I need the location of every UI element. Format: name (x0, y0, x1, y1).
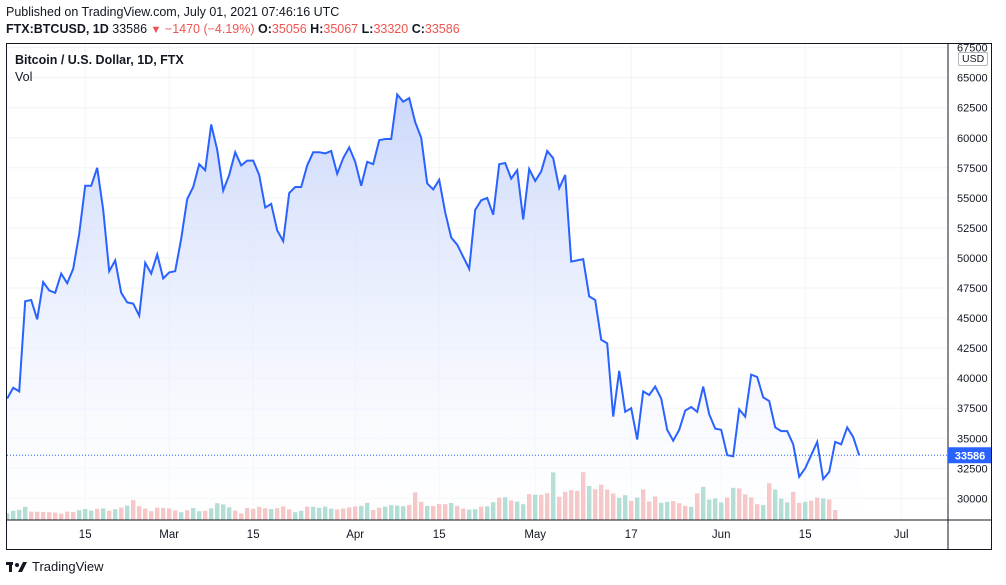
time-tick: 15 (79, 529, 92, 541)
time-tick: 15 (247, 529, 260, 541)
price-tick: 67500 (957, 43, 988, 55)
high-value: 35067 (323, 22, 359, 36)
time-tick: 17 (625, 529, 638, 541)
price-axis[interactable]: 30000 32500 35000 37500 40000 42500 45000 47500… (957, 43, 988, 506)
time-tick: Apr (346, 529, 364, 541)
time-tick: Jun (712, 529, 731, 541)
currency-badge[interactable]: USD (958, 52, 989, 66)
price-tick: 37500 (957, 403, 988, 415)
high-label: H: (310, 22, 324, 36)
price-tick: 52500 (957, 223, 988, 235)
price-tick: 42500 (957, 343, 988, 355)
time-tick: 15 (433, 529, 446, 541)
volume-legend: Vol (15, 70, 33, 84)
chart-legend-title: Bitcoin / U.S. Dollar, 1D, FTX (15, 53, 184, 67)
time-tick: May (524, 529, 546, 541)
price-tick: 55000 (957, 193, 988, 205)
price-tick: 60000 (957, 133, 988, 145)
brand-name: TradingView (32, 559, 104, 574)
symbol: FTX:BTCUSD, 1D (6, 22, 109, 36)
close-label: C: (411, 22, 425, 36)
price-change: −1470 (−4.19%) (164, 22, 255, 36)
open-label: O: (258, 22, 272, 36)
time-tick: Mar (159, 529, 179, 541)
price-area (7, 94, 860, 520)
low-value: 33320 (373, 22, 409, 36)
chart-frame (6, 43, 992, 550)
tradingview-brand[interactable]: TradingView (6, 559, 104, 574)
price-tick: 47500 (957, 283, 988, 295)
price-tick: 57500 (957, 163, 988, 175)
price-tick: 50000 (957, 253, 988, 265)
down-arrow-icon: ▼ (150, 24, 162, 36)
published-caption: Published on TradingView.com, July 01, 2… (6, 5, 340, 19)
quote-bar: FTX:BTCUSD, 1D 33586 ▼ −1470 (−4.19%) O:… (6, 22, 460, 36)
open-value: 35056 (271, 22, 307, 36)
price-tick: 30000 (957, 493, 988, 505)
price-tick: 32500 (957, 463, 988, 475)
last-price-value: 33586 (955, 450, 986, 462)
last-price: 33586 (112, 22, 148, 36)
price-tick: 45000 (957, 313, 988, 325)
price-tick: 35000 (957, 433, 988, 445)
last-price-label: 33586 (948, 447, 992, 464)
price-line (7, 92, 861, 482)
price-tick: 65000 (957, 73, 988, 85)
close-value: 33586 (424, 22, 460, 36)
low-label: L: (361, 22, 374, 36)
time-tick: Jul (894, 529, 909, 541)
time-axis[interactable]: 15 Mar 15 Apr 15 May 17 Jun 15 Jul (79, 529, 909, 541)
price-tick: 62500 (957, 103, 988, 115)
tradingview-logo-icon (6, 561, 27, 572)
price-tick: 40000 (957, 373, 988, 385)
time-tick: 15 (799, 529, 812, 541)
